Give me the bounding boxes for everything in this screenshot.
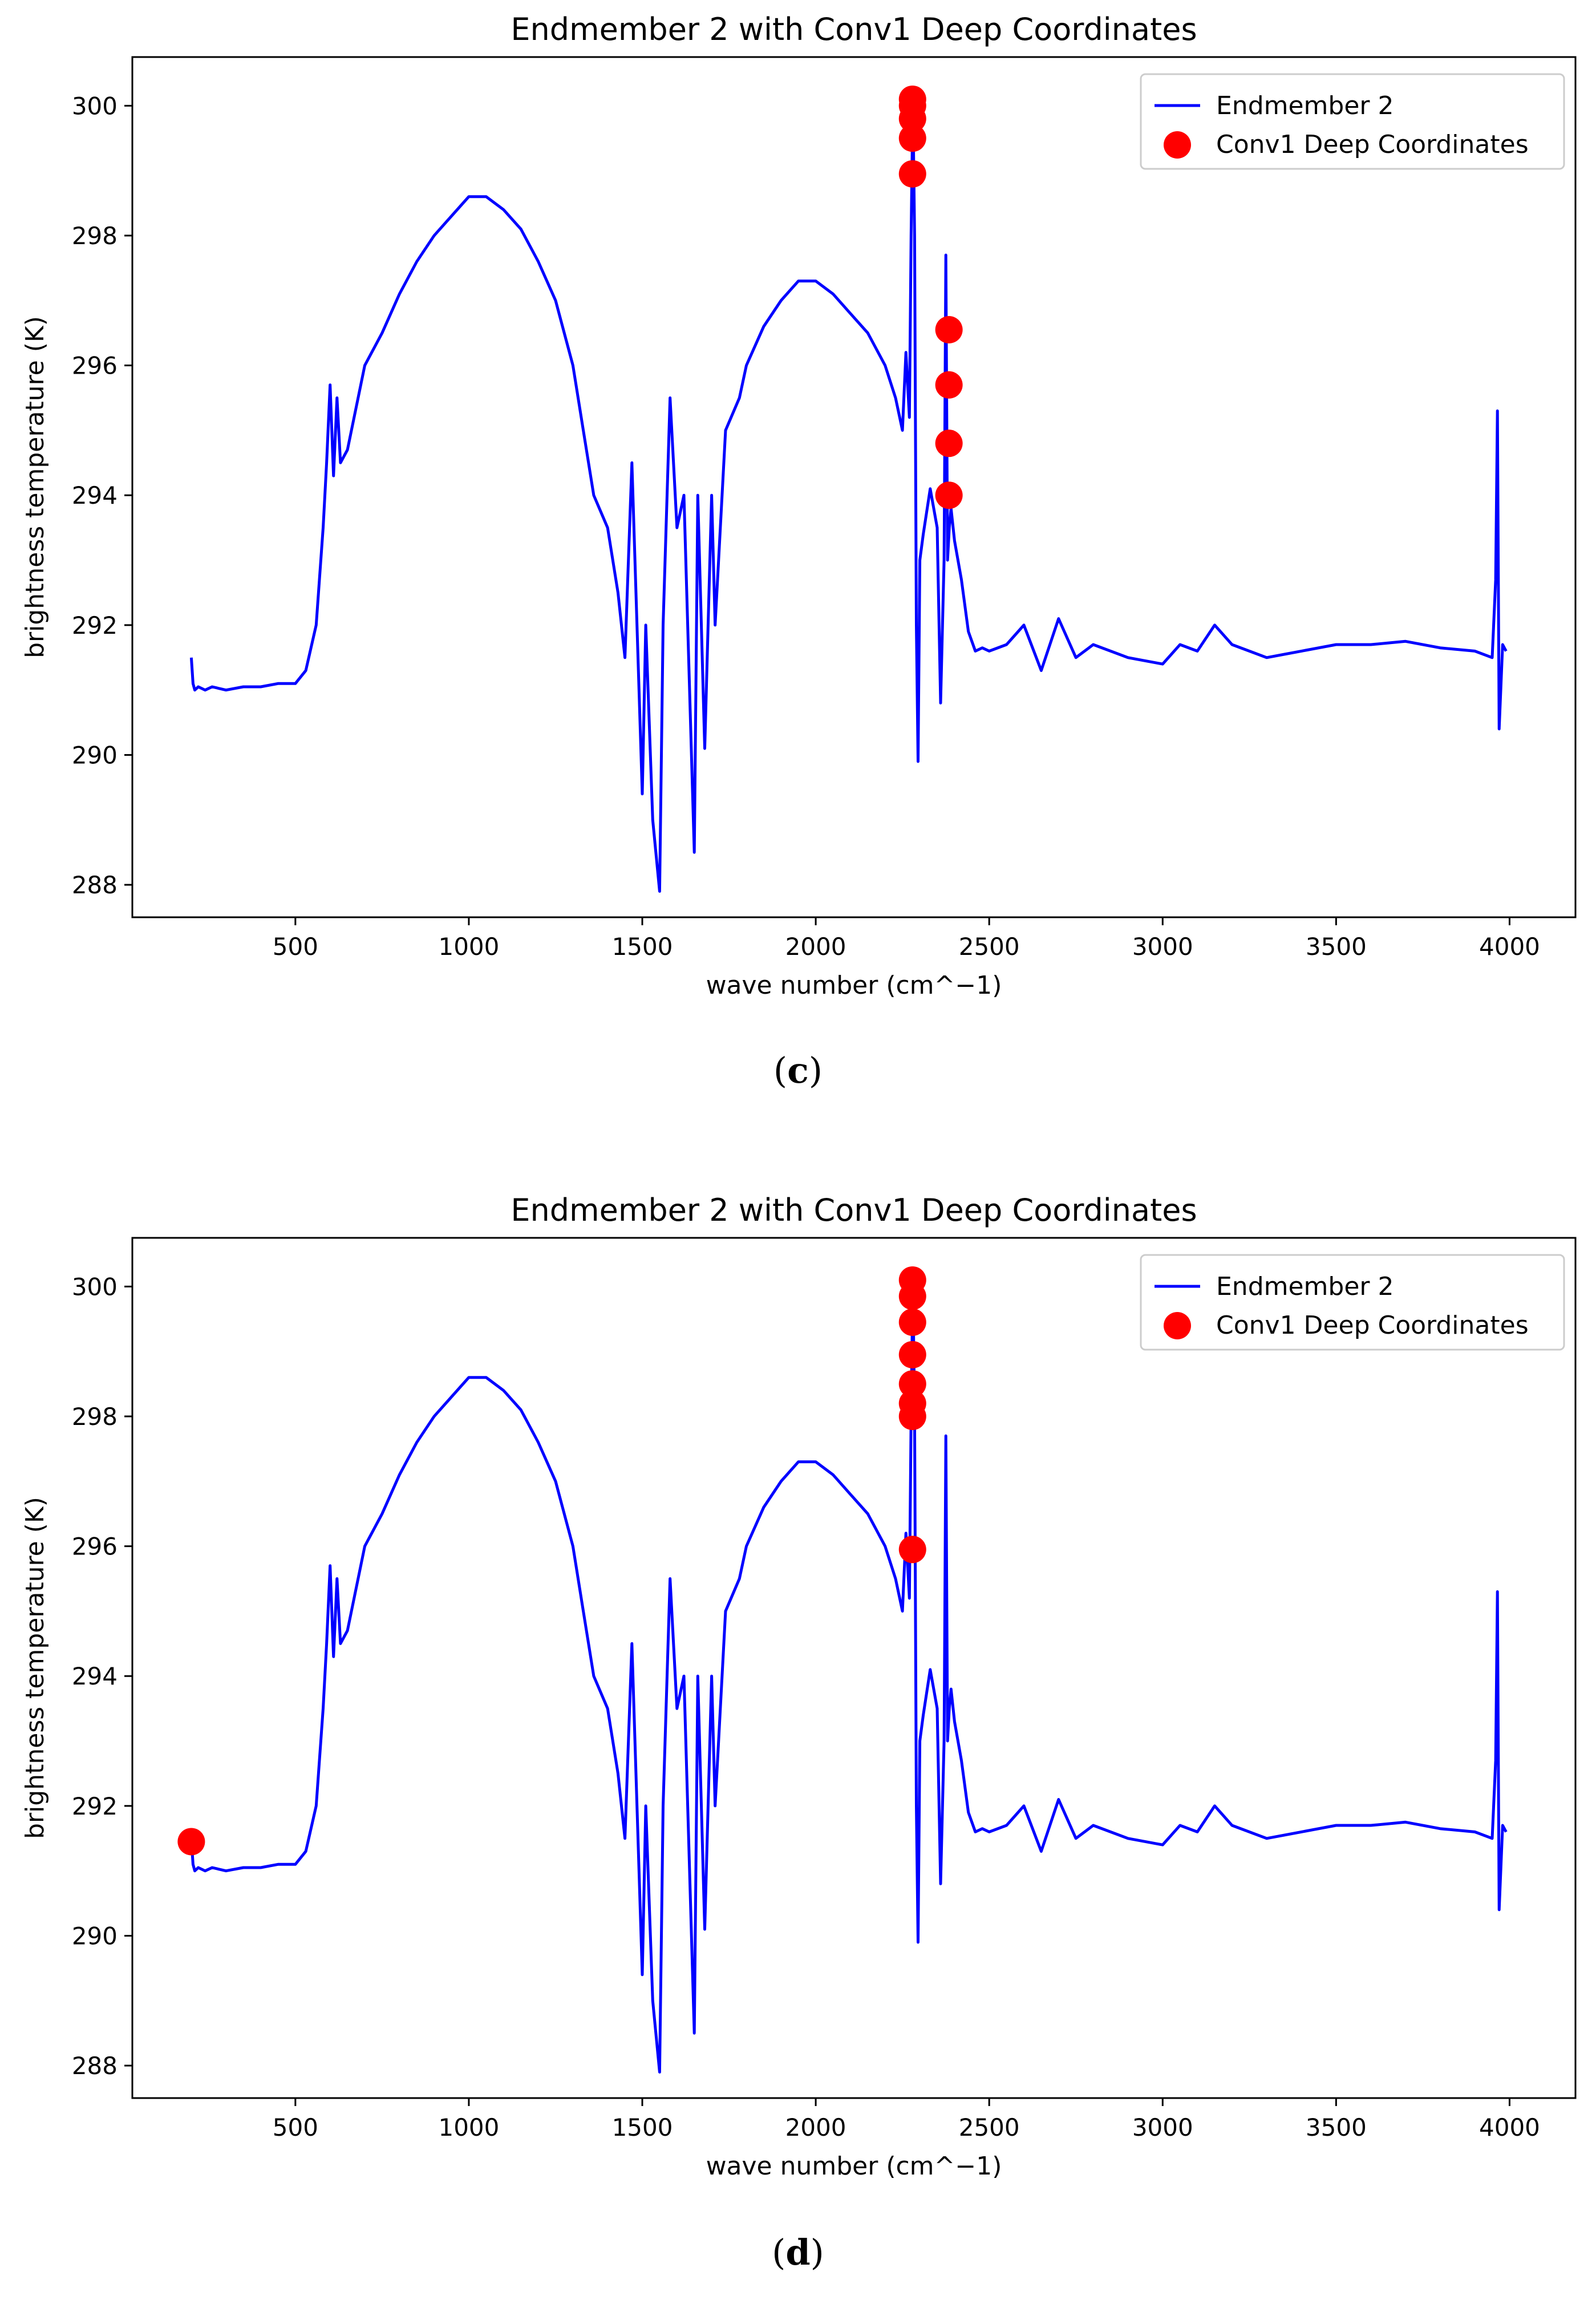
chart-title: Endmember 2 with Conv1 Deep Coordinates <box>511 1192 1197 1228</box>
y-tick-label: 300 <box>72 1273 118 1301</box>
y-tick-label: 290 <box>72 1922 118 1950</box>
x-tick-label: 2500 <box>959 933 1020 961</box>
x-tick-label: 2000 <box>785 933 846 961</box>
x-tick-label: 500 <box>273 2113 318 2141</box>
plot-frame <box>131 1237 1577 2099</box>
y-tick-label: 290 <box>72 741 118 769</box>
y-tick-label: 292 <box>72 1792 118 1820</box>
legend-marker-swatch <box>1164 1312 1191 1339</box>
x-tick-label: 1500 <box>612 2113 673 2141</box>
scatter-point <box>935 430 963 457</box>
series-line-endmember-2 <box>189 98 1508 893</box>
x-tick-label: 1500 <box>612 933 673 961</box>
chart-title: Endmember 2 with Conv1 Deep Coordinates <box>511 11 1197 47</box>
legend-entry: Endmember 2 <box>1216 1272 1394 1301</box>
scatter-point <box>935 316 963 344</box>
y-tick-label: 298 <box>72 222 118 250</box>
legend-entry: Conv1 Deep Coordinates <box>1216 130 1529 159</box>
x-tick-label: 2500 <box>959 2113 1020 2141</box>
plot-frame <box>131 56 1577 918</box>
scatter-point <box>898 1282 926 1310</box>
y-tick-label: 292 <box>72 612 118 639</box>
scatter-point <box>177 1828 205 1856</box>
scatter-point <box>898 1390 926 1418</box>
scatter-point <box>898 124 926 152</box>
scatter-point <box>898 1370 926 1398</box>
legend-entry: Conv1 Deep Coordinates <box>1216 1311 1529 1340</box>
y-tick-label: 298 <box>72 1403 118 1431</box>
x-tick-label: 3000 <box>1132 933 1193 961</box>
series-line-endmember-2 <box>189 1278 1508 2074</box>
x-axis-label: wave number (cm^−1) <box>706 2152 1002 2181</box>
x-tick-label: 3500 <box>1306 2113 1367 2141</box>
y-tick-label: 294 <box>72 1662 118 1690</box>
y-tick-label: 296 <box>72 1533 118 1561</box>
scatter-point <box>898 105 926 133</box>
x-axis-label: wave number (cm^−1) <box>706 971 1002 1000</box>
chart-panel-c: Endmember 2 with Conv1 Deep Coordinates 5… <box>21 11 1577 1000</box>
legend-entry: Endmember 2 <box>1216 91 1394 120</box>
scatter-point <box>935 481 963 509</box>
y-tick-label: 300 <box>72 92 118 120</box>
scatter-point <box>898 1341 926 1368</box>
scatter-point <box>898 160 926 188</box>
x-tick-label: 4000 <box>1479 933 1540 961</box>
scatter-point <box>898 1308 926 1336</box>
panel-label-d: (d) <box>772 2232 824 2273</box>
x-tick-label: 3000 <box>1132 2113 1193 2141</box>
y-tick-label: 288 <box>72 2052 118 2080</box>
y-axis-label: brightness temperature (K) <box>21 316 50 658</box>
y-tick-label: 296 <box>72 352 118 380</box>
y-axis-label: brightness temperature (K) <box>21 1497 50 1839</box>
y-tick-label: 288 <box>72 871 118 899</box>
x-tick-label: 500 <box>273 933 318 961</box>
panel-label-c: (c) <box>773 1050 823 1091</box>
y-tick-label: 294 <box>72 481 118 509</box>
legend-box <box>1140 1254 1565 1351</box>
legend-marker-swatch <box>1164 131 1191 159</box>
x-tick-label: 3500 <box>1306 933 1367 961</box>
x-tick-label: 1000 <box>438 933 499 961</box>
legend-box <box>1140 73 1565 170</box>
scatter-point <box>935 371 963 399</box>
scatter-point <box>898 1536 926 1564</box>
chart-panel-d: Endmember 2 with Conv1 Deep Coordinates 5… <box>21 1192 1577 2181</box>
x-tick-label: 1000 <box>438 2113 499 2141</box>
x-tick-label: 4000 <box>1479 2113 1540 2141</box>
x-tick-label: 2000 <box>785 2113 846 2141</box>
